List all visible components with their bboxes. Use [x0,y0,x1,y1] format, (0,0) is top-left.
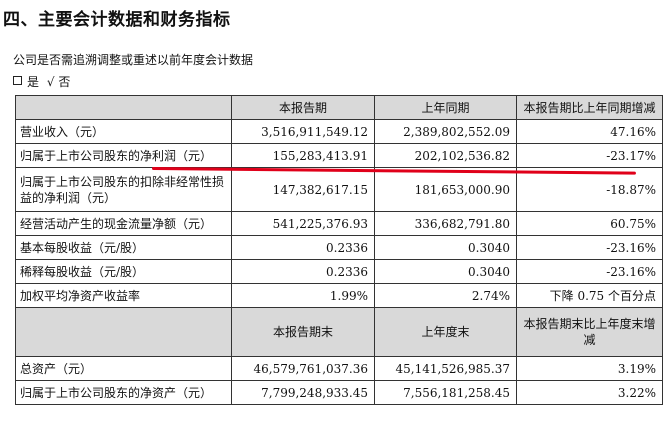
header-cell: 本报告期 [231,95,375,120]
answer-no: 否 [58,75,71,89]
prior-value: 336,682,791.80 [374,211,517,236]
change-value: -23.17% [516,143,663,168]
table-row: 稀释每股收益（元/股） 0.2336 0.3040 -23.16% [15,259,663,284]
answer-yes: 是 [27,75,40,89]
current-value: 7,799,248,933.45 [231,380,375,405]
change-value: -23.16% [516,235,663,260]
change-value: 3.19% [516,356,663,381]
check-mark: √ [46,75,55,89]
prior-value: 202,102,536.82 [374,143,517,168]
financial-indicators-table: 本报告期 上年同期 本报告期比上年同期增减 营业收入（元） 3,516,911,… [15,95,663,405]
table-header-row: 本报告期末 上年度末 本报告期末比上年度末增减 [15,307,663,357]
prior-value: 2,389,802,552.09 [374,119,517,144]
change-value: 47.16% [516,119,663,144]
header-cell [15,307,232,357]
prior-value: 2.74% [374,283,517,308]
change-value: 60.75% [516,211,663,236]
table-row: 经营活动产生的现金流量净额（元） 541,225,376.93 336,682,… [15,211,663,236]
change-value: -18.87% [516,167,663,212]
row-label: 加权平均净资产收益率 [15,283,232,308]
current-value: 46,579,761,037.36 [231,356,375,381]
header-cell: 本报告期末 [231,307,375,357]
prior-value: 7,556,181,258.45 [374,380,517,405]
table-row: 加权平均净资产收益率 1.99% 2.74% 下降 0.75 个百分点 [15,283,663,308]
header-cell: 上年同期 [374,95,517,120]
prior-value: 0.3040 [374,259,517,284]
prior-value: 45,141,526,985.37 [374,356,517,381]
current-value: 0.2336 [231,259,375,284]
restatement-question: 公司是否需追溯调整或重述以前年度会计数据 [13,53,254,67]
table-row: 总资产（元） 46,579,761,037.36 45,141,526,985.… [15,356,663,381]
table-header-row: 本报告期 上年同期 本报告期比上年同期增减 [15,95,663,120]
prior-value: 181,653,000.90 [374,167,517,212]
table-row: 归属于上市公司股东的扣除非经常性损益的净利润（元） 147,382,617.15… [15,167,663,212]
change-value: 下降 0.75 个百分点 [516,283,663,308]
header-cell: 上年度末 [374,307,517,357]
row-label: 营业收入（元） [15,119,232,144]
current-value: 0.2336 [231,235,375,260]
table-row: 营业收入（元） 3,516,911,549.12 2,389,802,552.0… [15,119,663,144]
header-cell: 本报告期末比上年度末增减 [516,307,663,357]
checkbox-yes [13,76,22,85]
table-row: 归属于上市公司股东的净利润（元） 155,283,413.91 202,102,… [15,143,663,168]
row-label: 经营活动产生的现金流量净额（元） [15,211,232,236]
change-value: -23.16% [516,259,663,284]
prior-value: 0.3040 [374,235,517,260]
table-row: 基本每股收益（元/股） 0.2336 0.3040 -23.16% [15,235,663,260]
current-value: 155,283,413.91 [231,143,375,168]
row-label: 基本每股收益（元/股） [15,235,232,260]
row-label: 归属于上市公司股东的净资产（元） [15,380,232,405]
header-cell [15,95,232,120]
current-value: 541,225,376.93 [231,211,375,236]
section-heading: 四、主要会计数据和财务指标 [3,10,231,30]
header-cell: 本报告期比上年同期增减 [516,95,663,120]
row-label: 归属于上市公司股东的扣除非经常性损益的净利润（元） [15,167,232,212]
current-value: 3,516,911,549.12 [231,119,375,144]
current-value: 147,382,617.15 [231,167,375,212]
row-label: 稀释每股收益（元/股） [15,259,232,284]
row-label: 归属于上市公司股东的净利润（元） [15,143,232,168]
row-label: 总资产（元） [15,356,232,381]
table-row: 归属于上市公司股东的净资产（元） 7,799,248,933.45 7,556,… [15,380,663,405]
change-value: 3.22% [516,380,663,405]
restatement-answer: 是 √ 否 [13,73,70,90]
current-value: 1.99% [231,283,375,308]
